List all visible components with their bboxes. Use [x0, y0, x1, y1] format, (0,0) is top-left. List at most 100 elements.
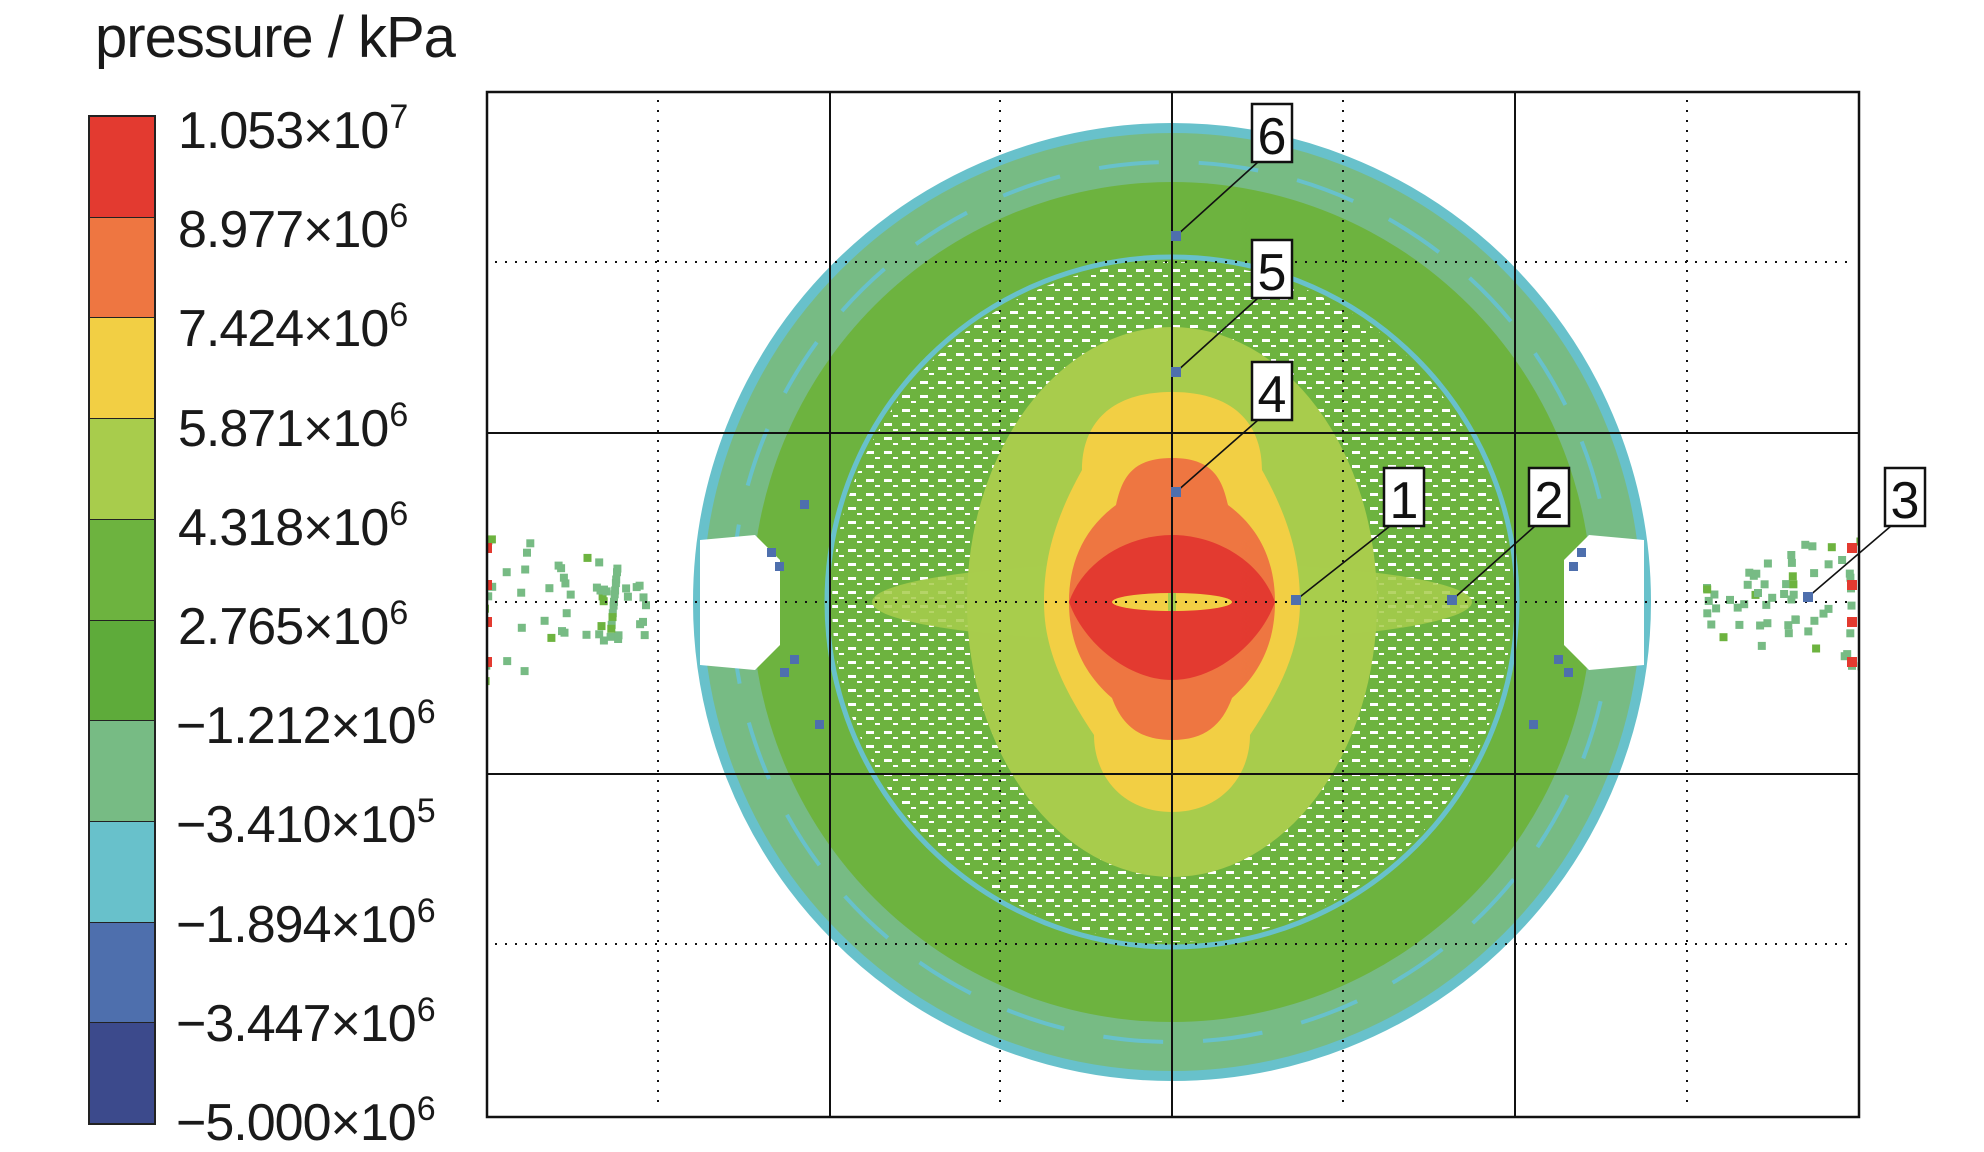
field-debris-cell [597, 622, 606, 631]
field-debris-cell [419, 633, 427, 641]
field-debris-cell [1960, 550, 1968, 558]
tick-exponent: 6 [389, 197, 408, 236]
gauge-label-box [1250, 360, 1294, 422]
field-debris-cell [488, 582, 497, 591]
field-debris-cell [1935, 644, 1943, 652]
field-debris-cell [1782, 580, 1791, 589]
field-blue-cell [1554, 655, 1563, 664]
tick-times: × [330, 796, 361, 855]
tick-mantissa: 1.053 [178, 102, 304, 160]
field-debris-cell [377, 504, 385, 512]
field-debris-cell [1938, 510, 1946, 518]
colorbar-swatch [90, 721, 154, 822]
field-debris-cell [1947, 659, 1955, 667]
field-debris-cell [1888, 607, 1896, 615]
field-debris-cell [502, 568, 511, 577]
gauge-leader-line [1295, 525, 1391, 601]
gauge-point [1803, 592, 1813, 602]
field-debris-cell [1978, 717, 1984, 725]
field-debris-cell [1763, 619, 1772, 628]
field-debris-cell [1838, 556, 1847, 564]
field-debris-cell [1969, 670, 1977, 678]
field-debris-cell [517, 623, 526, 632]
field-debris-cell [1784, 629, 1793, 638]
field-debris-cell [332, 716, 340, 724]
field-debris-cell [469, 526, 477, 534]
field-debris-cell [1876, 592, 1884, 600]
tick-exponent: 6 [389, 395, 408, 434]
field-boundary-marker [1847, 617, 1857, 627]
tick-times: × [303, 399, 333, 458]
colorbar [88, 115, 156, 1125]
field-debris-cell [306, 606, 314, 614]
field-debris-cell [1873, 565, 1881, 573]
field-debris-cell [1874, 557, 1882, 565]
tick-base: 10 [332, 598, 390, 656]
field-debris-cell [636, 620, 645, 629]
field-debris-cell [487, 592, 493, 601]
field-debris-cell [1909, 573, 1917, 581]
gauge-point [1447, 595, 1457, 605]
tick-base: 10 [332, 399, 390, 458]
field-debris-cell [331, 562, 339, 570]
field-debris-cell [562, 609, 571, 618]
colorbar-swatch [90, 419, 154, 520]
field-debris-cell [540, 616, 549, 625]
field-debris-cell [1967, 511, 1975, 519]
field-debris-cell [610, 590, 619, 599]
field-debris-cell [1899, 640, 1907, 648]
field-debris-cell [599, 636, 608, 645]
field-debris-cell [1937, 572, 1945, 580]
field-boundary-marker [1847, 657, 1857, 667]
field-debris-cell [308, 555, 316, 563]
tick-times: × [330, 697, 361, 756]
field-debris-cell [1827, 543, 1836, 552]
field-debris-cell [476, 639, 484, 647]
field-debris-cell [1804, 627, 1813, 636]
field-debris-cell [367, 551, 375, 559]
colorbar-tick-label: 5.871×106 [178, 395, 408, 458]
field-debris-cell [325, 652, 333, 660]
field-debris-cell [1703, 609, 1712, 618]
gauge-label: 5 [1258, 244, 1287, 302]
tick-times: × [303, 201, 333, 260]
tick-base: 10 [359, 994, 417, 1053]
field-debris-cell [1856, 537, 1859, 546]
field-debris-cell [1887, 569, 1895, 577]
tick-times: × [330, 994, 361, 1053]
colorbar-swatch [90, 318, 154, 420]
field-debris-cell [520, 667, 529, 676]
field-debris-cell [1955, 621, 1963, 629]
field-blue-cell [815, 720, 824, 729]
colorbar-tick-label: 8.977×106 [178, 197, 408, 260]
gauge-leader-line [1175, 161, 1259, 237]
field-debris-cell [362, 516, 370, 524]
field-debris-cell [1965, 677, 1973, 685]
field-debris-cell [640, 631, 649, 640]
field-debris-cell [598, 592, 607, 601]
field-debris-cell [451, 571, 459, 579]
field-debris-cell [1877, 625, 1885, 633]
field-debris-cell [639, 593, 648, 602]
field-debris-cell [439, 629, 447, 637]
field-debris-cell [1978, 652, 1984, 660]
gauge-point [1291, 595, 1301, 605]
colorbar-tick-label: −3.410×105 [176, 794, 436, 855]
field-debris-cell [478, 674, 486, 682]
tick-base: 10 [332, 498, 390, 557]
tick-base: 10 [332, 102, 390, 160]
field-debris-cell [487, 535, 496, 544]
field-debris-cell [583, 553, 592, 562]
field-blue-cell [775, 562, 784, 571]
field-debris-cell [462, 672, 470, 680]
field-debris-cell [478, 592, 486, 600]
field-debris-cell [376, 536, 384, 544]
colorbar-tick-label: 7.424×106 [178, 298, 408, 355]
colorbar-swatch [90, 620, 154, 722]
field-blue-cell [790, 655, 799, 664]
field-debris-cell [363, 565, 371, 573]
field-debris-cell [1907, 533, 1915, 541]
field-debris-cell [470, 612, 478, 620]
gauge-leader-line [1451, 525, 1536, 601]
field-debris-cell [464, 587, 472, 595]
